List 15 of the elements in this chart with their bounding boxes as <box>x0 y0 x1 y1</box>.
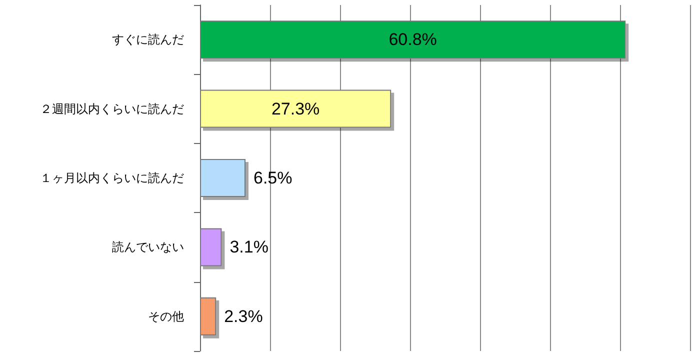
bar <box>200 90 392 128</box>
y-tick-label: ２週間以内くらいに読んだ <box>40 102 184 116</box>
y-tick-label: 読んでいない <box>112 240 184 254</box>
data-label: 3.1% <box>230 238 268 257</box>
data-label: 6.5% <box>254 168 292 188</box>
bar <box>200 20 626 59</box>
data-label: 27.3% <box>271 99 320 118</box>
y-tick-label: １ヶ月以内くらいに読んだ <box>40 171 184 185</box>
bar <box>200 228 222 266</box>
data-label: 2.3% <box>224 306 263 326</box>
data-label: 60.8% <box>388 30 437 50</box>
bar <box>200 159 246 197</box>
bar <box>200 297 216 336</box>
y-tick-label: その他 <box>148 309 184 324</box>
y-tick-label: すぐに読んだ <box>112 32 184 47</box>
